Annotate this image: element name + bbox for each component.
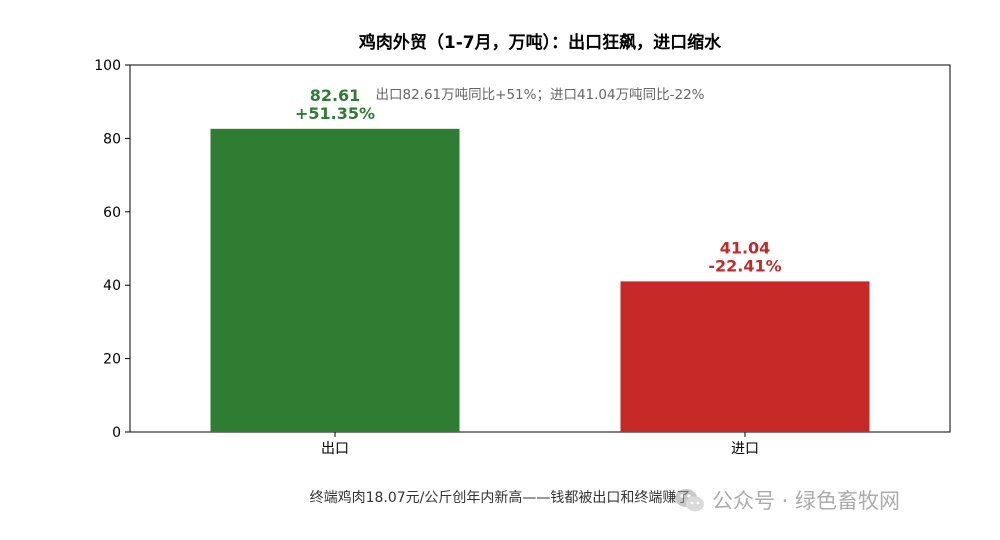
chart-title: 鸡肉外贸（1-7月，万吨）：出口狂飙，进口缩水 — [358, 32, 722, 53]
plot-area — [129, 64, 951, 433]
y-tick-label: 0 — [112, 425, 121, 441]
bar-value-label: 41.04 — [720, 238, 771, 257]
x-axis: 出口 进口 — [321, 432, 759, 457]
watermark-text: 公众号 · 绿色畜牧网 — [712, 489, 900, 513]
watermark: 公众号 · 绿色畜牧网 — [675, 489, 900, 513]
y-tick-label: 60 — [103, 205, 121, 221]
bar-export — [210, 128, 460, 433]
y-tick-label: 20 — [103, 352, 121, 368]
bar-value-label: 82.61 — [310, 86, 361, 105]
y-tick-label: 40 — [103, 278, 121, 294]
x-tick-label: 进口 — [731, 441, 759, 457]
bars — [210, 128, 870, 433]
bar-change-label: -22.41% — [708, 256, 781, 275]
data-labels: 82.61+51.35% 41.04-22.41% — [295, 86, 782, 276]
y-tick-label: 80 — [103, 131, 121, 147]
x-tick-label: 出口 — [321, 441, 349, 457]
y-axis: 0 20 40 60 80 100 — [94, 58, 130, 441]
chart-caption: 终端鸡肉18.07元/公斤创年内新高——钱都被出口和终端赚了 — [310, 489, 691, 506]
y-tick-label: 100 — [94, 58, 121, 74]
bar-import — [620, 281, 870, 432]
chart-annotation: 出口82.61万吨同比+51%；进口41.04万吨同比-22% — [376, 87, 705, 103]
bar-change-label: +51.35% — [295, 104, 375, 123]
wechat-icon — [675, 489, 704, 512]
